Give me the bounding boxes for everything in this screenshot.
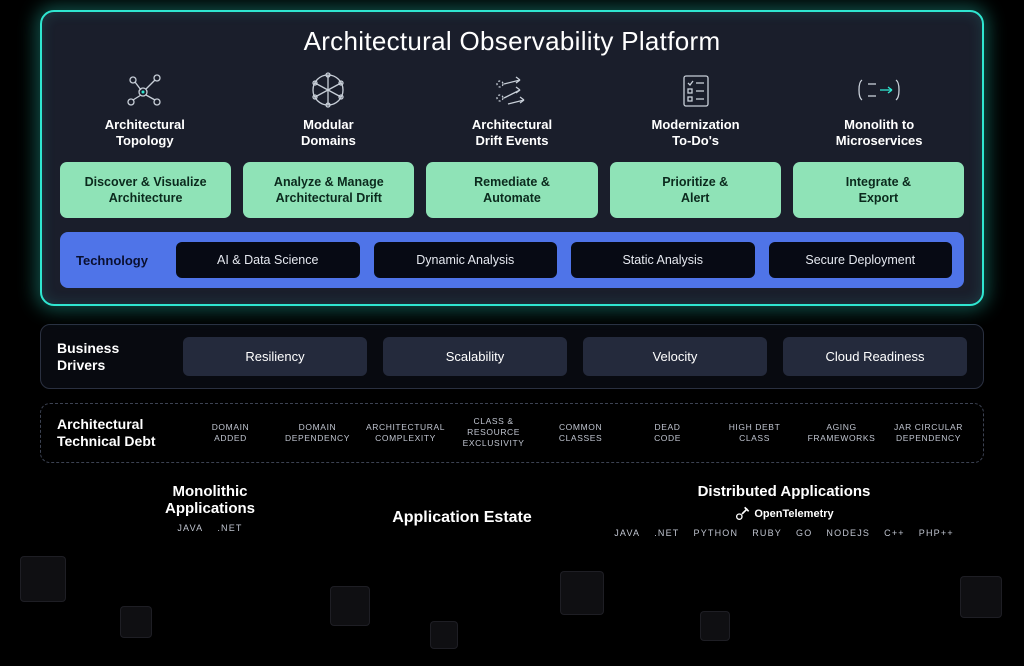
capability-domains: Modular Domains (244, 69, 414, 150)
opentelemetry-icon (734, 506, 750, 522)
checklist-icon (611, 69, 781, 111)
tech-debt-panel: Architectural Technical Debt DOMAIN ADDE… (40, 403, 984, 463)
opentelemetry-badge: OpenTelemetry (604, 506, 964, 522)
tech-ai: AI & Data Science (176, 242, 360, 278)
tech-static: Static Analysis (571, 242, 755, 278)
business-drivers-panel: Business Drivers Resiliency Scalability … (40, 324, 984, 389)
technology-label: Technology (72, 253, 162, 268)
debt-item: DOMAIN ADDED (192, 422, 269, 444)
debt-item: CLASS & RESOURCE EXCLUSIVITY (455, 416, 532, 449)
application-estate-row: Monolithic Applications JAVA .NET Applica… (40, 483, 984, 538)
ghost-cube (960, 576, 1002, 618)
action-remediate: Remediate & Automate (426, 162, 597, 219)
distributed-langs: JAVA .NET PYTHON RUBY GO NODEJS C++ PHP++ (604, 528, 964, 538)
tech-secure: Secure Deployment (769, 242, 953, 278)
tech-debt-label: Architectural Technical Debt (57, 416, 182, 450)
lang-tag: JAVA (177, 523, 203, 533)
monolithic-title: Monolithic Applications (100, 483, 320, 517)
driver-scalability: Scalability (383, 337, 567, 376)
action-analyze: Analyze & Manage Architectural Drift (243, 162, 414, 219)
ghost-cube (120, 606, 152, 638)
ghost-cube (20, 556, 66, 602)
microservices-icon (794, 69, 964, 111)
debt-item: AGING FRAMEWORKS (803, 422, 880, 444)
topology-icon (60, 69, 230, 111)
lang-tag: JAVA (614, 528, 640, 538)
capability-drift: Architectural Drift Events (427, 69, 597, 150)
driver-resiliency: Resiliency (183, 337, 367, 376)
domains-icon (244, 69, 414, 111)
capability-microservices: Monolith to Microservices (794, 69, 964, 150)
lang-tag: NODEJS (826, 528, 870, 538)
debt-item: DOMAIN DEPENDENCY (279, 422, 356, 444)
debt-item: JAR CIRCULAR DEPENDENCY (890, 422, 967, 444)
lang-tag: C++ (884, 528, 905, 538)
lang-tag: GO (796, 528, 812, 538)
capability-label: Architectural Topology (60, 117, 230, 150)
debt-item: HIGH DEBT CLASS (716, 422, 793, 444)
lang-tag: RUBY (752, 528, 782, 538)
lang-tag: .NET (217, 523, 242, 533)
distributed-column: Distributed Applications OpenTelemetry J… (604, 483, 984, 538)
monolithic-column: Monolithic Applications JAVA .NET (40, 483, 320, 533)
application-estate-title: Application Estate (320, 509, 604, 527)
monolithic-langs: JAVA .NET (100, 523, 320, 533)
drift-icon (427, 69, 597, 111)
platform-title: Architectural Observability Platform (60, 26, 964, 57)
capability-label: Monolith to Microservices (794, 117, 964, 150)
business-drivers-label: Business Drivers (57, 340, 167, 374)
lang-tag: .NET (654, 528, 679, 538)
action-discover: Discover & Visualize Architecture (60, 162, 231, 219)
action-integrate: Integrate & Export (793, 162, 964, 219)
driver-cloud: Cloud Readiness (783, 337, 967, 376)
opentelemetry-label: OpenTelemetry (754, 508, 833, 520)
debt-item: ARCHITECTURAL COMPLEXITY (366, 422, 445, 444)
ghost-cube (560, 571, 604, 615)
capability-modernization: Modernization To-Do's (611, 69, 781, 150)
debt-item: DEAD CODE (629, 422, 706, 444)
tech-dynamic: Dynamic Analysis (374, 242, 558, 278)
debt-item: COMMON CLASSES (542, 422, 619, 444)
action-row: Discover & Visualize Architecture Analyz… (60, 162, 964, 219)
ghost-cube (700, 611, 730, 641)
capability-row: Architectural Topology Modular Domains (60, 69, 964, 150)
technology-bar: Technology AI & Data Science Dynamic Ana… (60, 232, 964, 288)
capability-label: Modernization To-Do's (611, 117, 781, 150)
distributed-title: Distributed Applications (604, 483, 964, 500)
action-prioritize: Prioritize & Alert (610, 162, 781, 219)
lang-tag: PHP++ (919, 528, 954, 538)
background-cubes (0, 516, 1024, 666)
driver-velocity: Velocity (583, 337, 767, 376)
platform-panel: Architectural Observability Platform Arc… (40, 10, 984, 306)
estate-center: Application Estate (320, 483, 604, 527)
capability-label: Modular Domains (244, 117, 414, 150)
capability-topology: Architectural Topology (60, 69, 230, 150)
lang-tag: PYTHON (694, 528, 739, 538)
ghost-cube (330, 586, 370, 626)
ghost-cube (430, 621, 458, 649)
capability-label: Architectural Drift Events (427, 117, 597, 150)
